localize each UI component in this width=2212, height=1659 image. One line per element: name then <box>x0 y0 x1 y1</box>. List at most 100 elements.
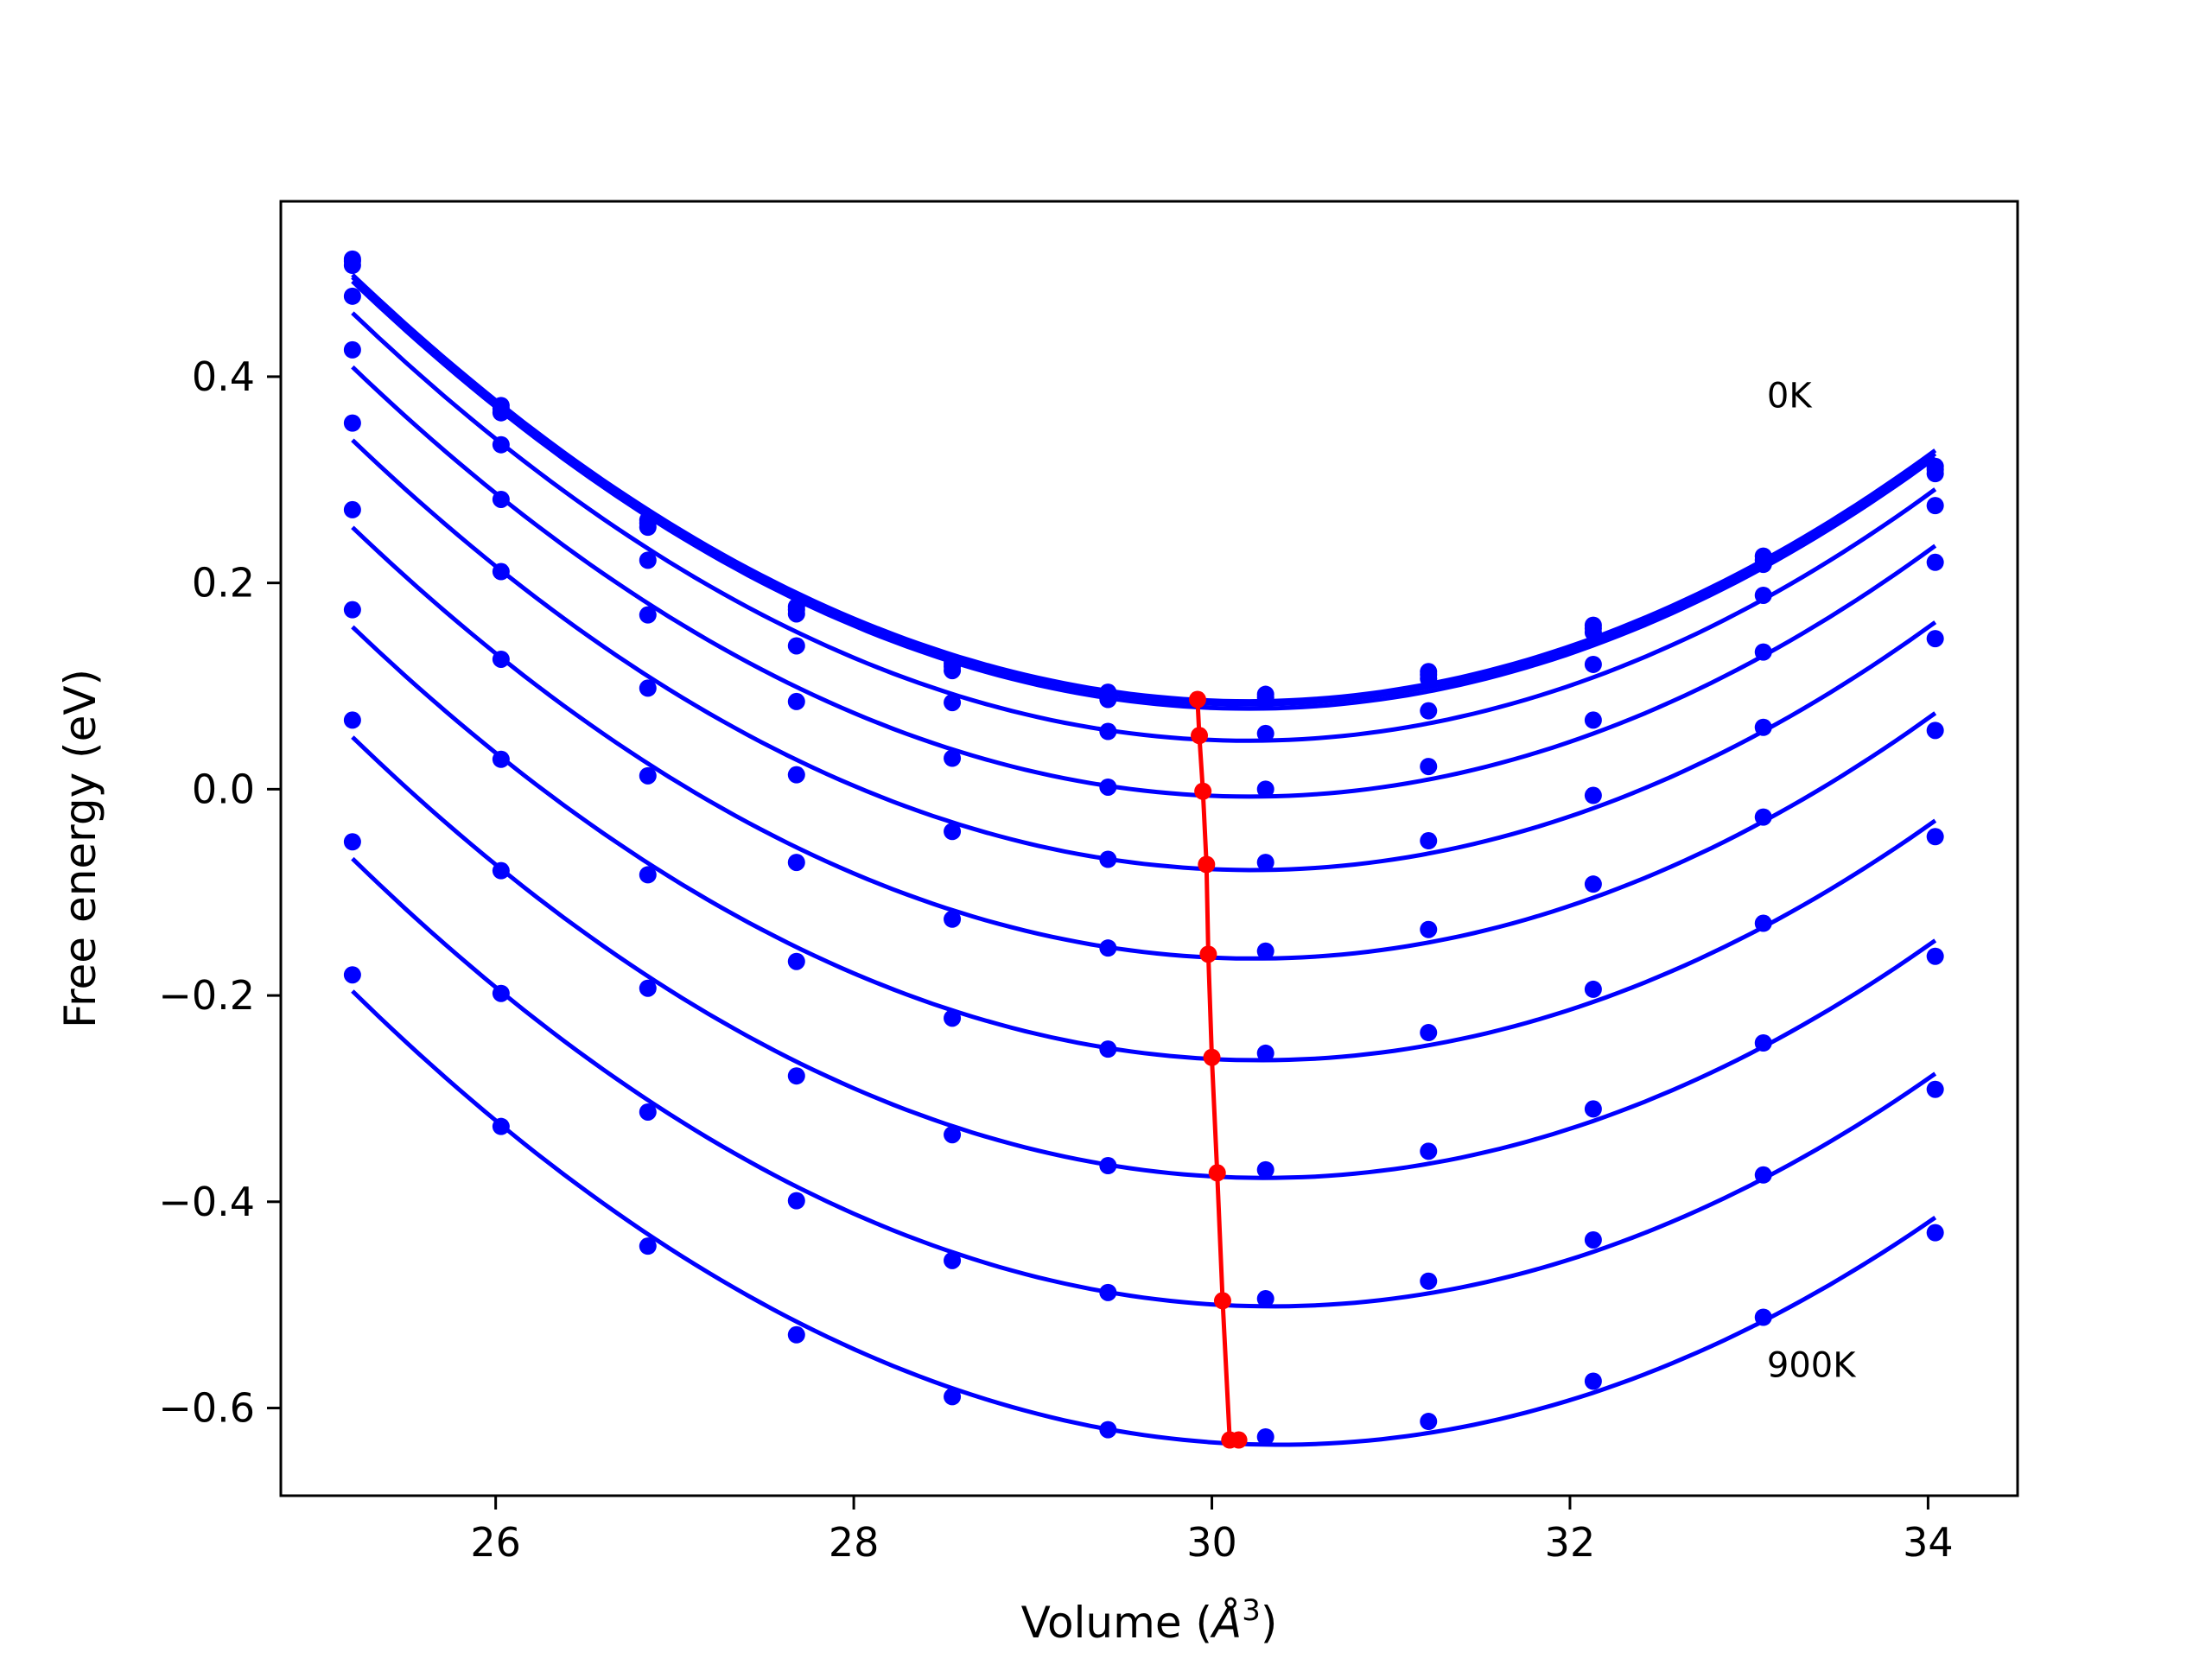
series-7-point <box>787 952 805 970</box>
series-10-point <box>944 1388 962 1406</box>
series-8-point <box>492 861 510 880</box>
series-9-point <box>944 1251 962 1269</box>
series-6-point <box>1754 808 1772 826</box>
series-3-point <box>787 637 805 655</box>
series-2-point <box>1926 465 1944 483</box>
series-9-point <box>1099 1283 1117 1301</box>
series-2-point <box>1584 623 1602 641</box>
series-10-point <box>492 1117 510 1135</box>
series-3-point <box>1584 655 1602 673</box>
series-10-point <box>1256 1427 1274 1446</box>
series-4-point <box>944 749 962 767</box>
y-tick-label: −0.2 <box>158 972 255 1019</box>
minima-point <box>1203 1048 1221 1066</box>
series-6-point <box>1420 920 1438 938</box>
series-3-point <box>343 287 361 305</box>
minima-point <box>1199 945 1217 963</box>
series-3-point <box>1099 722 1117 741</box>
series-4-line <box>351 365 1937 799</box>
series-5-point <box>343 414 361 432</box>
series-5-point <box>1420 832 1438 850</box>
series-8-point <box>639 979 657 997</box>
axes-frame <box>279 200 2019 1497</box>
series-10-point <box>639 1237 657 1255</box>
series-6-point <box>787 854 805 872</box>
minima-point <box>1208 1164 1226 1182</box>
series-7-point <box>1584 980 1602 998</box>
series-7-point <box>1420 1024 1438 1042</box>
series-6-point <box>1926 721 1944 740</box>
series-7-point <box>492 750 510 768</box>
series-2-point <box>1754 556 1772 574</box>
series-7-point <box>1256 1044 1274 1062</box>
plot-area <box>343 250 1944 1449</box>
series-10-point <box>343 966 361 984</box>
series-6-point <box>639 766 657 785</box>
series-9-point <box>639 1103 657 1121</box>
x-tick-label: 30 <box>1186 1519 1237 1566</box>
x-tick-label: 34 <box>1903 1519 1954 1566</box>
series-9-point <box>1256 1290 1274 1308</box>
series-6-point <box>1099 939 1117 957</box>
series-9-line <box>351 856 1937 1309</box>
series-4-point <box>787 692 805 710</box>
series-4-point <box>492 490 510 508</box>
annotation-900k: 900K <box>1767 1346 1857 1386</box>
series-4-point <box>1256 780 1274 798</box>
series-2-line <box>351 279 1937 711</box>
x-axis-label: Volume (Å3) <box>1021 1593 1278 1648</box>
series-4-point <box>639 606 657 624</box>
series-8-point <box>1099 1157 1117 1175</box>
series-7-line <box>351 625 1937 1063</box>
series-0-line <box>351 273 1937 704</box>
series-3-line <box>351 311 1937 743</box>
series-5-point <box>944 823 962 841</box>
series-6-point <box>492 650 510 668</box>
series-10-point <box>1420 1413 1438 1431</box>
series-8-line <box>351 735 1937 1180</box>
series-3-point <box>944 694 962 712</box>
series-9-point <box>1754 1166 1772 1184</box>
series-10-point <box>1099 1421 1117 1439</box>
series-3-point <box>1754 586 1772 604</box>
series-4-point <box>1420 758 1438 776</box>
series-9-point <box>1420 1272 1438 1290</box>
series-2-point <box>1256 692 1274 710</box>
series-9-point <box>1926 1080 1944 1098</box>
minima-point <box>1230 1431 1248 1449</box>
y-tick-label: 0.2 <box>192 560 255 607</box>
series-2-point <box>492 404 510 422</box>
minima-point <box>1213 1292 1231 1310</box>
series-4-point <box>1099 778 1117 796</box>
series-10-point <box>787 1325 805 1344</box>
series-2-point <box>944 662 962 680</box>
series-5-point <box>492 563 510 581</box>
series-2-point <box>1420 670 1438 688</box>
series-10-point <box>1926 1224 1944 1242</box>
series-8-point <box>1926 947 1944 965</box>
series-6-line <box>351 525 1937 961</box>
series-5-point <box>1754 718 1772 736</box>
y-tick-label: −0.4 <box>158 1179 255 1225</box>
series-8-point <box>343 711 361 729</box>
series-3-point <box>1420 702 1438 720</box>
series-2-point <box>343 257 361 275</box>
y-tick-label: 0.4 <box>192 353 255 400</box>
series-5-point <box>1256 854 1274 872</box>
series-7-point <box>944 1009 962 1027</box>
series-4-point <box>343 340 361 359</box>
series-5-point <box>639 679 657 697</box>
series-4-point <box>1926 553 1944 571</box>
y-tick-label: −0.6 <box>158 1385 255 1432</box>
axis-ticks: 26 28 30 32 34 −0.6 −0.4 −0.2 0.0 0.2 0.4 <box>158 353 1953 1566</box>
y-tick-label: 0.0 <box>192 766 255 812</box>
series-7-point <box>1099 1040 1117 1058</box>
series-3-point <box>1926 497 1944 515</box>
series-5-point <box>1926 630 1944 648</box>
series-8-point <box>1584 1100 1602 1118</box>
minima-point <box>1198 855 1216 874</box>
series-9-point <box>492 984 510 1002</box>
x-tick-label: 32 <box>1545 1519 1596 1566</box>
